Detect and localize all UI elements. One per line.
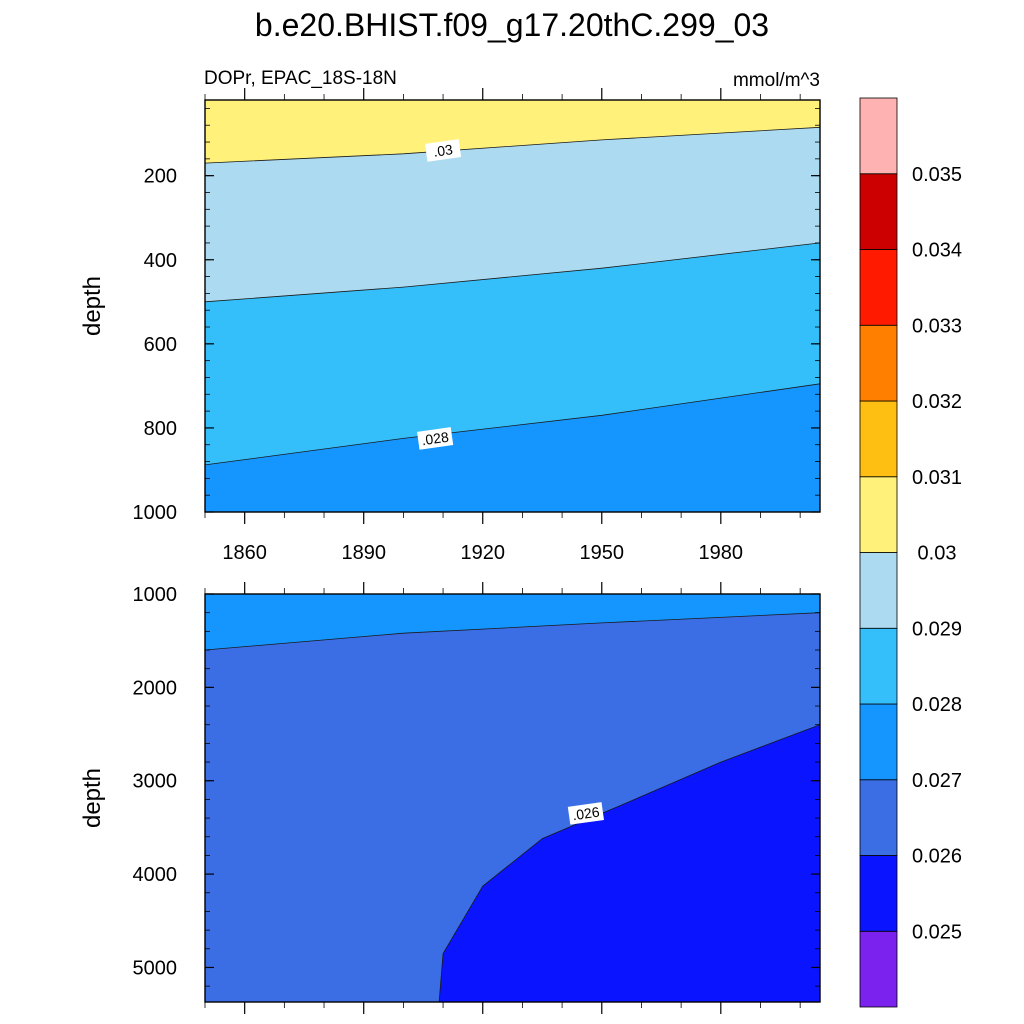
x-tick-label: 1860 [222, 542, 267, 564]
contour-label-text: .03 [432, 141, 454, 160]
colorbar-box [859, 97, 898, 175]
y-tick-label: 3000 [133, 771, 178, 793]
contour-label-0.026: .026 [567, 802, 604, 825]
colorbar-label: 0.033 [912, 315, 962, 337]
y-axis-label: depth [79, 768, 106, 828]
colorbar-label: 0.028 [912, 694, 962, 716]
contour-fills [205, 594, 820, 1002]
contour-line-0.028 [205, 383, 820, 466]
plot-frame [204, 99, 821, 513]
bottom-panel: .026 1000 2000 3000 4000 5000 depth [79, 582, 821, 1014]
y-tick-label: 200 [144, 166, 177, 188]
colorbar-label: 0.029 [912, 618, 962, 640]
contour-band-0.026 [439, 724, 820, 1002]
y-tick-label: 600 [144, 334, 177, 356]
top-panel: .028 .03 200 400 600 800 1000 1860 1890 1920 1950 1… [79, 88, 821, 564]
x-tick-label: 1920 [460, 542, 505, 564]
y-tick-label: 5000 [133, 957, 178, 979]
contour-label-text: .026 [571, 804, 600, 824]
colorbar-label: 0.025 [912, 921, 962, 943]
colorbar-label: 0.035 [912, 164, 962, 186]
y-axis-label: depth [79, 276, 106, 336]
x-tick-label: 1890 [341, 542, 386, 564]
contour-label-bg [567, 802, 604, 825]
contour-line-0.03 [205, 126, 820, 164]
colorbar-label: 0.027 [912, 770, 962, 792]
colorbar: 0.025 0.026 0.027 0.028 0.029 0.03 0.031 0.032 0… [859, 97, 962, 1008]
y-tick-label: 800 [144, 418, 177, 440]
colorbar-label: 0.026 [912, 846, 962, 868]
contour-label-bg [417, 427, 454, 450]
contour-band-0.03 [205, 100, 820, 164]
colorbar-label: 0.034 [912, 240, 962, 262]
right-subtitle: mmol/m^3 [733, 70, 820, 91]
y-tick-label: 2000 [133, 677, 178, 699]
contour-label-0.028: .028 [417, 427, 454, 450]
colorbar-box [859, 173, 898, 250]
contour-line-0.029 [205, 242, 820, 303]
colorbar-box [859, 400, 898, 478]
colorbar-label: 0.031 [912, 467, 962, 489]
y-tick-label: 4000 [133, 864, 178, 886]
x-tick-label: 1980 [699, 542, 744, 564]
x-tick-label: 1950 [580, 542, 625, 564]
contour-label-bg [424, 139, 462, 162]
y-tick-label: 1000 [133, 584, 178, 606]
contour-line-0.026 [438, 724, 820, 1002]
colorbar-box [859, 703, 898, 781]
contour-label-text: .028 [421, 429, 450, 449]
colorbar-label: 0.03 [918, 543, 957, 565]
colorbar-label: 0.032 [912, 391, 962, 413]
y-tick-label: 1000 [133, 502, 178, 524]
contour-label-0.03: .03 [424, 139, 462, 162]
plot-frame [204, 593, 821, 1003]
colorbar-box [859, 779, 898, 856]
colorbar-box [859, 476, 898, 553]
colorbar-box [859, 249, 898, 326]
contour-band-0.027 [205, 594, 820, 650]
contour-line-0.027 [205, 612, 820, 651]
y-tick-label: 400 [144, 250, 177, 272]
colorbar-box [859, 324, 898, 402]
colorbar-box [859, 930, 898, 1008]
chart-title: b.e20.BHIST.f09_g17.20thC.299_03 [255, 7, 769, 43]
contour-fills [205, 100, 820, 512]
colorbar-box [859, 855, 898, 932]
colorbar-box [859, 552, 898, 629]
colorbar-box [859, 627, 898, 705]
left-subtitle: DOPr, EPAC_18S-18N [204, 68, 397, 89]
